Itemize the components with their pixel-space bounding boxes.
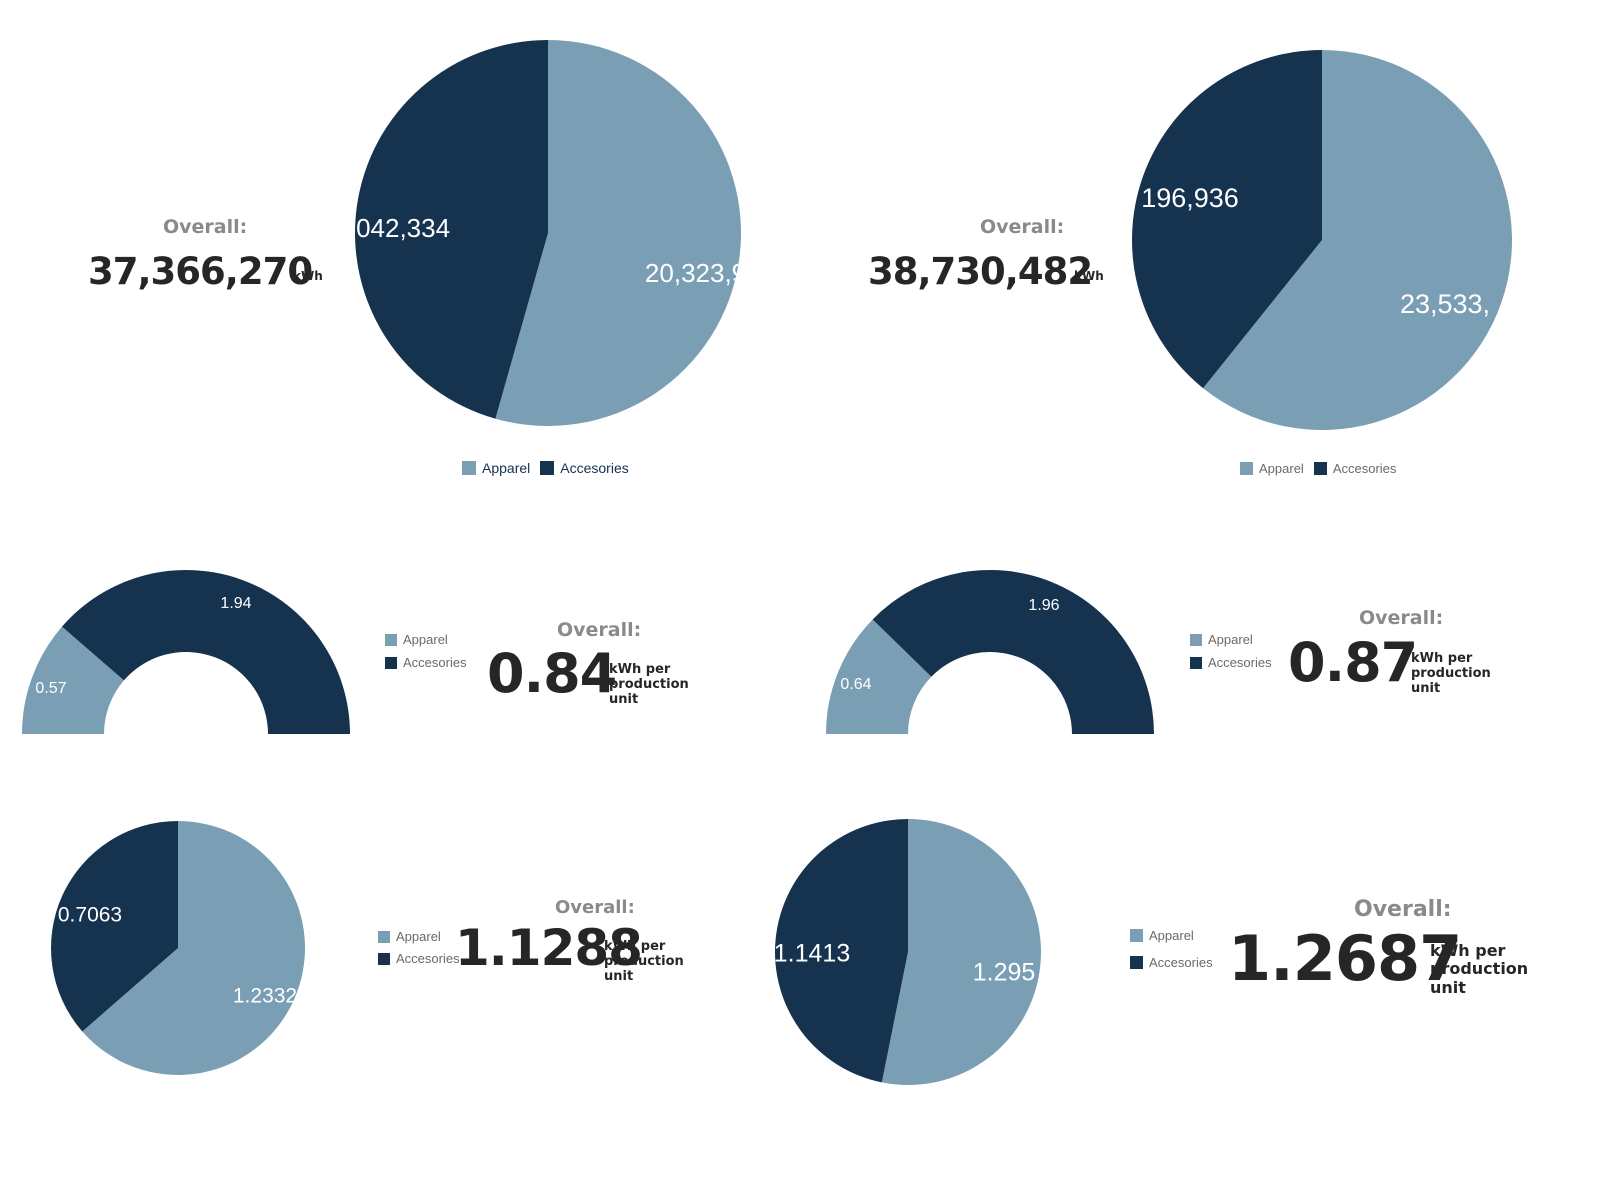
apparel-swatch-icon xyxy=(1130,929,1143,942)
legend-item-accesories: Accesories xyxy=(1130,955,1213,970)
donut-slice-accesories xyxy=(872,570,1154,734)
slice-value-label: 1.295 xyxy=(973,959,1036,987)
legend: Apparel Accesories xyxy=(385,632,467,670)
legend-item-apparel: Apparel xyxy=(1130,928,1213,943)
legend: Apparel Accesories xyxy=(378,929,460,966)
legend-item-apparel: Apparel xyxy=(1190,632,1272,647)
legend-item-accesories: Accesories xyxy=(1190,655,1272,670)
overall-value: 1.2687 xyxy=(1228,922,1462,995)
legend-label: Apparel xyxy=(1259,461,1304,476)
overall-unit: kWh xyxy=(293,269,323,283)
pie-slice-apparel xyxy=(82,821,305,1075)
donut-slice-apparel xyxy=(826,619,932,734)
pie-slice-accesories xyxy=(1132,49,1322,389)
accesories-swatch-icon xyxy=(1130,956,1143,969)
overall-label: Overall: xyxy=(555,897,635,918)
overall-label: Overall: xyxy=(1359,607,1444,629)
slice-value-label: 17,042,334 xyxy=(320,213,450,243)
pie-slice-accesories xyxy=(355,40,548,419)
legend-label: Apparel xyxy=(403,632,448,647)
legend-item-accesories: Accesories xyxy=(385,655,467,670)
overall-label: Overall: xyxy=(557,619,642,641)
legend: Apparel Accesories xyxy=(1190,632,1272,670)
accesories-swatch-icon xyxy=(540,461,555,475)
legend-label: Accesories xyxy=(1149,955,1213,970)
overall-label: Overall: xyxy=(1354,897,1452,922)
slice-value-label: 1.1413 xyxy=(774,940,850,968)
overall-value: 0.87 xyxy=(1288,631,1418,694)
legend-label: Apparel xyxy=(396,929,441,944)
slice-value-label: 1.2332 xyxy=(233,985,297,1008)
accesories-swatch-icon xyxy=(385,656,397,669)
legend-label: Accesories xyxy=(1208,655,1272,670)
legend-item-accesories: Accesories xyxy=(1313,461,1397,476)
slice-value-label: 23,533, xyxy=(1400,289,1490,319)
slice-value-label: 196,936 xyxy=(1141,183,1239,213)
legend-item-apparel: Apparel xyxy=(378,929,460,944)
legend-item-accesories: Accesories xyxy=(378,951,460,966)
overall-value: 37,366,270 xyxy=(88,250,313,293)
legend-label: Apparel xyxy=(1149,928,1194,943)
pie-slice-apparel xyxy=(881,819,1041,1085)
overall-label: Overall: xyxy=(163,216,248,238)
legend-label: Apparel xyxy=(1208,632,1253,647)
legend-label: Apparel xyxy=(482,460,531,476)
legend-item-accesories: Accesories xyxy=(540,460,629,476)
slice-value-label: 20,323,936 xyxy=(645,258,775,288)
overall-value: 0.84 xyxy=(487,642,617,705)
accesories-swatch-icon xyxy=(378,952,390,965)
apparel-swatch-icon xyxy=(1240,462,1253,475)
overall-value: 38,730,482 xyxy=(868,250,1093,293)
legend-label: Accesories xyxy=(403,655,467,670)
accesories-swatch-icon xyxy=(1313,462,1327,475)
legend-label: Accesories xyxy=(1332,461,1397,476)
legend-item-apparel: Apparel xyxy=(1240,461,1304,476)
overall-unit: kWh per production unit xyxy=(1411,651,1491,696)
apparel-swatch-icon xyxy=(1190,633,1202,646)
pie-slice-apparel xyxy=(1203,50,1512,430)
donut-slice-apparel xyxy=(22,626,124,734)
legend: Apparel Accesories xyxy=(1130,928,1213,970)
overall-unit: kWh per production unit xyxy=(1430,941,1529,997)
legend-item-apparel: Apparel xyxy=(385,632,467,647)
apparel-swatch-icon xyxy=(385,633,397,646)
slice-value-label: 0.7063 xyxy=(58,904,122,927)
slice-value-label: 0.57 xyxy=(35,680,66,697)
pie-slice-accesories xyxy=(50,821,179,1032)
overall-unit: kWh xyxy=(1074,269,1104,283)
legend: Apparel Accesories xyxy=(462,460,629,476)
overall-value: 1.1288 xyxy=(455,919,643,977)
apparel-swatch-icon xyxy=(378,930,390,943)
slice-value-label: 1.96 xyxy=(1028,597,1059,614)
apparel-swatch-icon xyxy=(462,461,476,475)
legend: Apparel Accesories xyxy=(1240,461,1396,476)
accesories-swatch-icon xyxy=(1190,656,1202,669)
legend-label: Accesories xyxy=(396,951,460,966)
legend-label: Accesories xyxy=(560,460,629,476)
slice-value-label: 0.64 xyxy=(840,676,871,693)
overall-unit: kWh per production unit xyxy=(609,662,689,707)
donut-slice-accesories xyxy=(61,570,350,734)
pie-slice-apparel xyxy=(495,40,741,427)
slice-value-label: 1.94 xyxy=(220,595,251,612)
overall-unit: kWh per production unit xyxy=(604,939,684,984)
overall-label: Overall: xyxy=(980,216,1065,238)
legend-item-apparel: Apparel xyxy=(462,460,530,476)
pie-slice-accesories xyxy=(774,819,908,1083)
